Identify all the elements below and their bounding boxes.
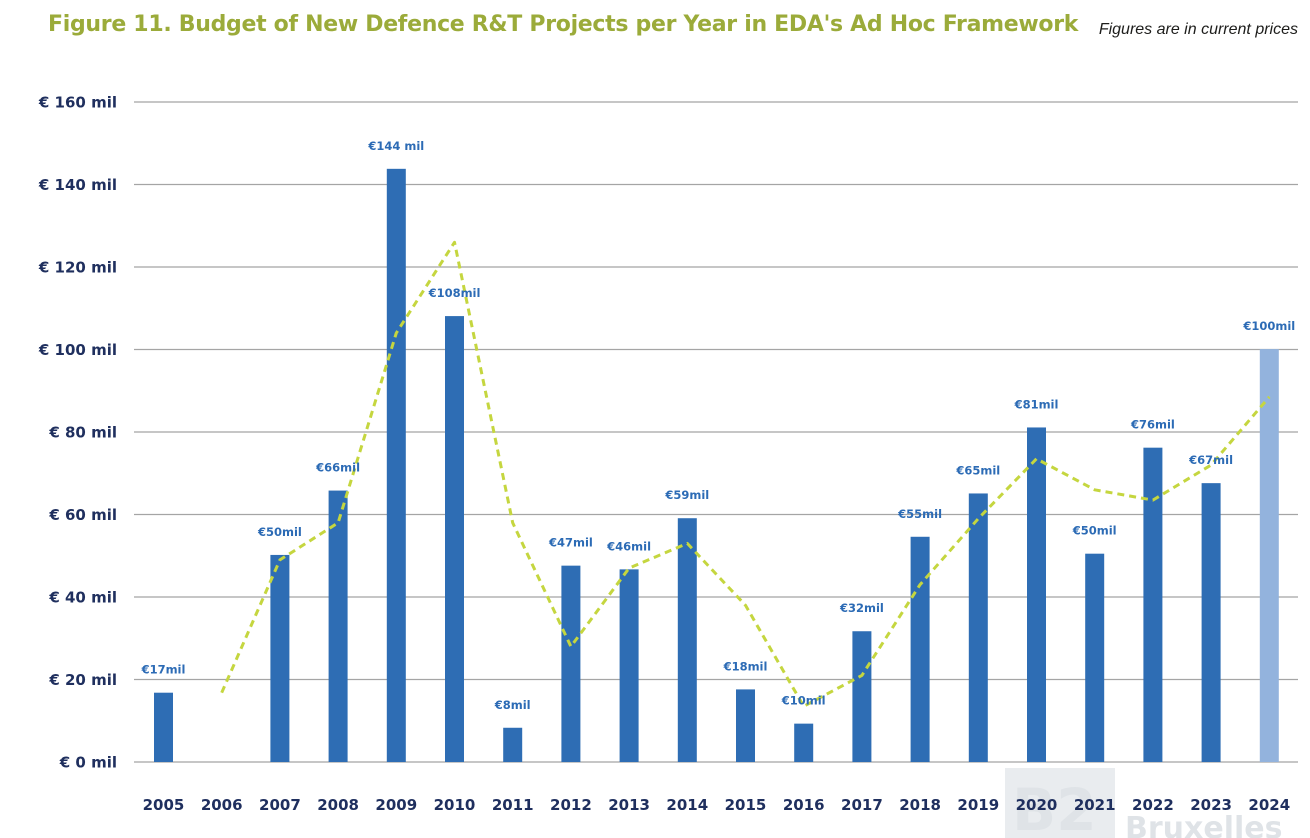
y-tick-label: € 60 mil <box>48 506 117 524</box>
data-label-2005: €17mil <box>141 663 186 677</box>
data-label-2020: €81mil <box>1014 397 1059 411</box>
watermark-logo-box <box>1005 768 1115 838</box>
bar-2012 <box>561 565 581 762</box>
x-tick-label-2013: 2013 <box>608 796 650 814</box>
x-tick-label-2024: 2024 <box>1248 796 1290 814</box>
x-tick-label-2023: 2023 <box>1190 796 1232 814</box>
bar-2019 <box>968 493 988 762</box>
data-label-2011: €8mil <box>494 698 531 712</box>
data-labels: €17mil €50mil €66mil €144 mil €108mil €8mil €4… <box>141 139 1296 712</box>
chart-title: Figure 11. Budget of New Defence R&T Pro… <box>48 12 1079 37</box>
y-tick-label: € 140 mil <box>38 176 117 194</box>
bars <box>154 168 1279 762</box>
x-tick-label-2020: 2020 <box>1016 796 1058 814</box>
y-tick-label: € 100 mil <box>38 341 117 359</box>
y-tick-label: € 80 mil <box>48 424 117 442</box>
x-tick-label-2017: 2017 <box>841 796 883 814</box>
x-tick-label-2006: 2006 <box>201 796 243 814</box>
bar-2017 <box>852 631 872 762</box>
data-label-2017: €32mil <box>839 601 884 615</box>
x-tick-label-2009: 2009 <box>375 796 417 814</box>
y-tick-label: € 0 mil <box>59 754 117 772</box>
data-label-2013: €46mil <box>606 539 651 553</box>
x-tick-label-2018: 2018 <box>899 796 941 814</box>
bar-2022 <box>1143 447 1163 762</box>
x-tick-label-2015: 2015 <box>725 796 767 814</box>
data-label-2023: €67mil <box>1188 453 1233 467</box>
data-label-2010: €108mil <box>428 286 481 300</box>
bar-2018 <box>910 536 930 762</box>
y-tick-label: € 40 mil <box>48 589 117 607</box>
bar-2013 <box>619 569 639 762</box>
bar-2009 <box>386 168 406 762</box>
bar-2008 <box>328 490 348 762</box>
bar-2021 <box>1085 553 1105 762</box>
data-label-2012: €47mil <box>548 536 593 550</box>
data-label-2016: €10mil <box>781 694 826 708</box>
bar-2015 <box>736 689 755 762</box>
x-tick-label-2012: 2012 <box>550 796 592 814</box>
data-label-2021: €50mil <box>1072 524 1117 538</box>
bar-2010 <box>445 316 464 762</box>
x-tick-label-2008: 2008 <box>317 796 359 814</box>
bar-2016 <box>794 723 814 762</box>
bar-2014 <box>677 518 697 762</box>
data-label-2009: €144 mil <box>367 139 424 153</box>
x-tick-label-2016: 2016 <box>783 796 825 814</box>
x-tick-label-2021: 2021 <box>1074 796 1116 814</box>
x-tick-label-2022: 2022 <box>1132 796 1174 814</box>
data-label-2019: €65mil <box>955 463 1000 477</box>
watermark: B2 Bruxelles <box>1005 768 1283 838</box>
bar-2023 <box>1201 483 1221 762</box>
gridlines <box>134 101 1298 763</box>
y-tick-label: € 120 mil <box>38 259 117 277</box>
trend-line <box>220 240 1271 708</box>
bar-2007 <box>270 554 290 762</box>
x-tick-label-2007: 2007 <box>259 796 301 814</box>
data-label-2007: €50mil <box>257 525 302 539</box>
data-label-2022: €76mil <box>1130 418 1175 432</box>
y-axis-ticks: € 0 mil € 20 mil € 40 mil € 60 mil € 80 mil €… <box>38 94 117 772</box>
bar-2005 <box>154 692 173 762</box>
x-axis-ticks: 2005 2006 2007 2008 2009 2010 2011 2012 2013 2014… <box>143 796 1291 814</box>
y-tick-label: € 20 mil <box>48 671 117 689</box>
x-tick-label-2010: 2010 <box>434 796 476 814</box>
x-tick-label-2005: 2005 <box>143 796 185 814</box>
bar-2011 <box>503 727 523 762</box>
x-tick-label-2014: 2014 <box>666 796 708 814</box>
x-tick-label-2011: 2011 <box>492 796 534 814</box>
data-label-2015: €18mil <box>723 659 768 673</box>
data-label-2008: €66mil <box>315 461 360 475</box>
y-tick-label: € 160 mil <box>38 94 117 112</box>
price-note: Figures are in current prices <box>1098 21 1298 38</box>
bar-2024 <box>1259 349 1279 762</box>
x-tick-label-2019: 2019 <box>957 796 999 814</box>
watermark-logo-mark: B2 <box>1012 776 1097 838</box>
data-label-2014: €59mil <box>664 488 709 502</box>
data-label-2018: €55mil <box>897 507 942 521</box>
watermark-logo-text: Bruxelles <box>1125 811 1283 838</box>
data-label-2024: €100mil <box>1242 319 1295 333</box>
bar-2020 <box>1027 427 1046 762</box>
trend-line-layer <box>220 240 1271 708</box>
